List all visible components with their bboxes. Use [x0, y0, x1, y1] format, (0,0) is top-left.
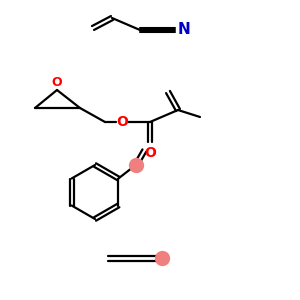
- Text: O: O: [116, 115, 128, 129]
- Text: O: O: [144, 146, 156, 160]
- Text: O: O: [52, 76, 62, 89]
- Text: N: N: [178, 22, 191, 38]
